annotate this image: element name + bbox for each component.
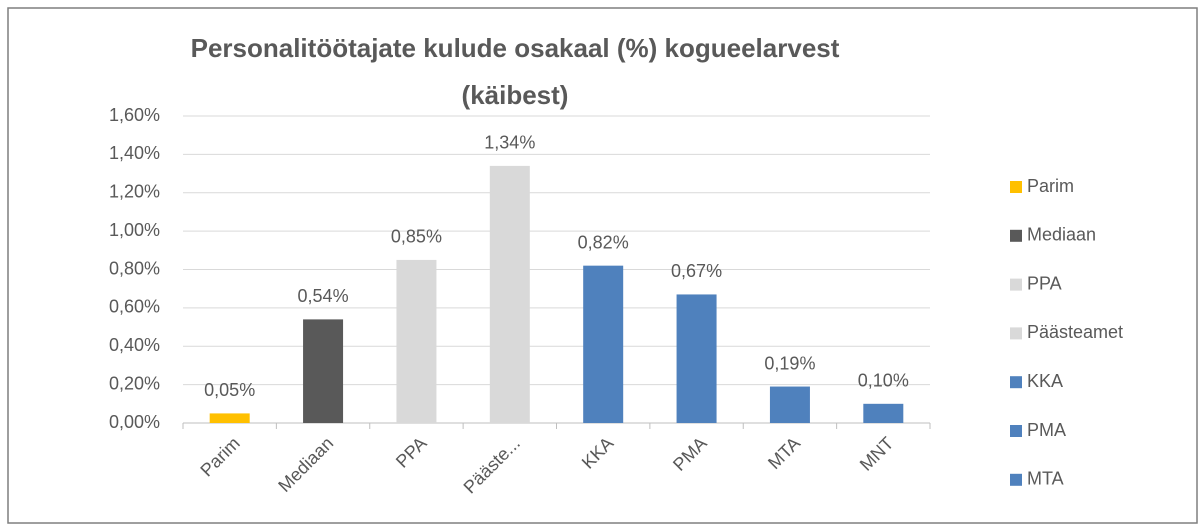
data-label: 0,85% bbox=[391, 227, 442, 247]
bar bbox=[489, 165, 530, 423]
legend-label: PMA bbox=[1027, 420, 1066, 440]
chart-title: Personalitöötajate kulude osakaal (%) ko… bbox=[191, 33, 840, 63]
data-label: 0,05% bbox=[204, 380, 255, 400]
legend-swatch bbox=[1010, 278, 1022, 291]
y-tick-label: 0,00% bbox=[109, 412, 160, 432]
y-tick-label: 0,40% bbox=[109, 335, 160, 355]
bar bbox=[303, 319, 344, 423]
legend-label: Mediaan bbox=[1027, 225, 1096, 245]
legend-swatch bbox=[1010, 229, 1022, 242]
data-label: 0,67% bbox=[671, 261, 722, 281]
y-tick-label: 1,00% bbox=[109, 220, 160, 240]
data-label: 0,82% bbox=[578, 232, 629, 252]
data-label: 1,34% bbox=[484, 133, 535, 153]
legend-swatch bbox=[1010, 181, 1022, 193]
y-tick-label: 0,80% bbox=[109, 258, 160, 278]
bar bbox=[396, 259, 437, 423]
y-tick-label: 1,60% bbox=[109, 105, 160, 125]
legend-swatch bbox=[1010, 376, 1022, 389]
bar bbox=[863, 403, 904, 423]
bar bbox=[769, 386, 810, 423]
legend-swatch bbox=[1010, 473, 1022, 486]
bar bbox=[583, 265, 624, 423]
legend-label: MTA bbox=[1027, 469, 1064, 489]
legend-label: Parim bbox=[1027, 176, 1074, 196]
data-label: 0,54% bbox=[298, 286, 349, 306]
legend-label: KKA bbox=[1027, 371, 1063, 391]
data-label: 0,19% bbox=[764, 353, 815, 373]
chart-frame bbox=[7, 7, 1198, 524]
legend-swatch bbox=[1010, 327, 1022, 340]
y-tick-label: 0,20% bbox=[109, 373, 160, 393]
bar bbox=[209, 413, 250, 423]
legend-swatch bbox=[1010, 425, 1022, 437]
chart-title: (käibest) bbox=[462, 80, 569, 110]
legend-label: Päästeamet bbox=[1027, 322, 1123, 342]
y-tick-label: 0,60% bbox=[109, 297, 160, 317]
y-tick-label: 1,40% bbox=[109, 143, 160, 163]
y-tick-label: 1,20% bbox=[109, 182, 160, 202]
legend-label: PPA bbox=[1027, 273, 1062, 293]
data-label: 0,10% bbox=[858, 371, 909, 391]
bar bbox=[676, 294, 717, 423]
